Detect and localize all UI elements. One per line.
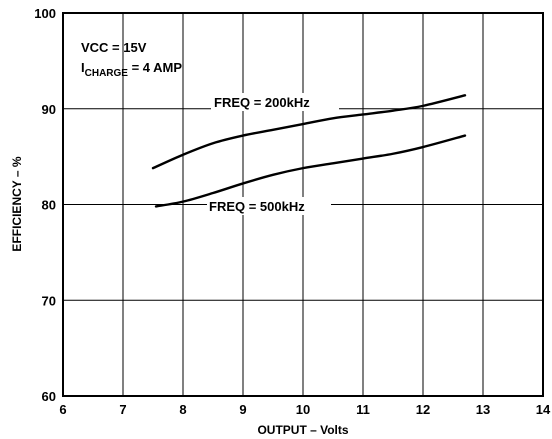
x-tick-label: 12 (416, 402, 430, 417)
x-tick-label: 8 (179, 402, 186, 417)
x-tick-label: 14 (536, 402, 551, 417)
icharge-subscript: CHARGE (85, 68, 129, 79)
x-tick-label: 9 (239, 402, 246, 417)
x-tick-label: 13 (476, 402, 490, 417)
series-line-200khz (151, 94, 467, 170)
x-tick-label: 6 (59, 402, 66, 417)
y-axis-title: EFFICIENCY – % (10, 156, 24, 251)
series-label-200khz: FREQ = 200kHz (214, 95, 310, 110)
icharge-value: = 4 AMP (128, 60, 182, 75)
series-label-bg-500khz (207, 197, 331, 215)
x-tick-label: 10 (296, 402, 310, 417)
y-tick-label: 80 (42, 198, 56, 213)
series-label-500khz: FREQ = 500kHz (209, 199, 305, 214)
series-line-500khz (154, 134, 467, 208)
tick-labels: 6 7 8 9 10 11 12 13 14 60 70 80 90 100 (34, 6, 551, 417)
y-tick-label: 60 (42, 389, 56, 404)
curves (151, 94, 467, 208)
x-tick-label: 11 (356, 402, 370, 417)
vcc-annotation: VCC = 15V (81, 40, 147, 55)
y-tick-label: 100 (34, 6, 56, 21)
plot-frame (62, 12, 544, 397)
icharge-annotation: ICHARGE = 4 AMP (81, 60, 182, 79)
y-tick-label: 90 (42, 102, 56, 117)
x-axis-title: OUTPUT – Volts (257, 423, 348, 437)
series-label-bg-200khz (211, 93, 339, 111)
icharge-prefix: I (81, 60, 85, 75)
x-tick-label: 7 (119, 402, 126, 417)
y-tick-label: 70 (42, 293, 56, 308)
